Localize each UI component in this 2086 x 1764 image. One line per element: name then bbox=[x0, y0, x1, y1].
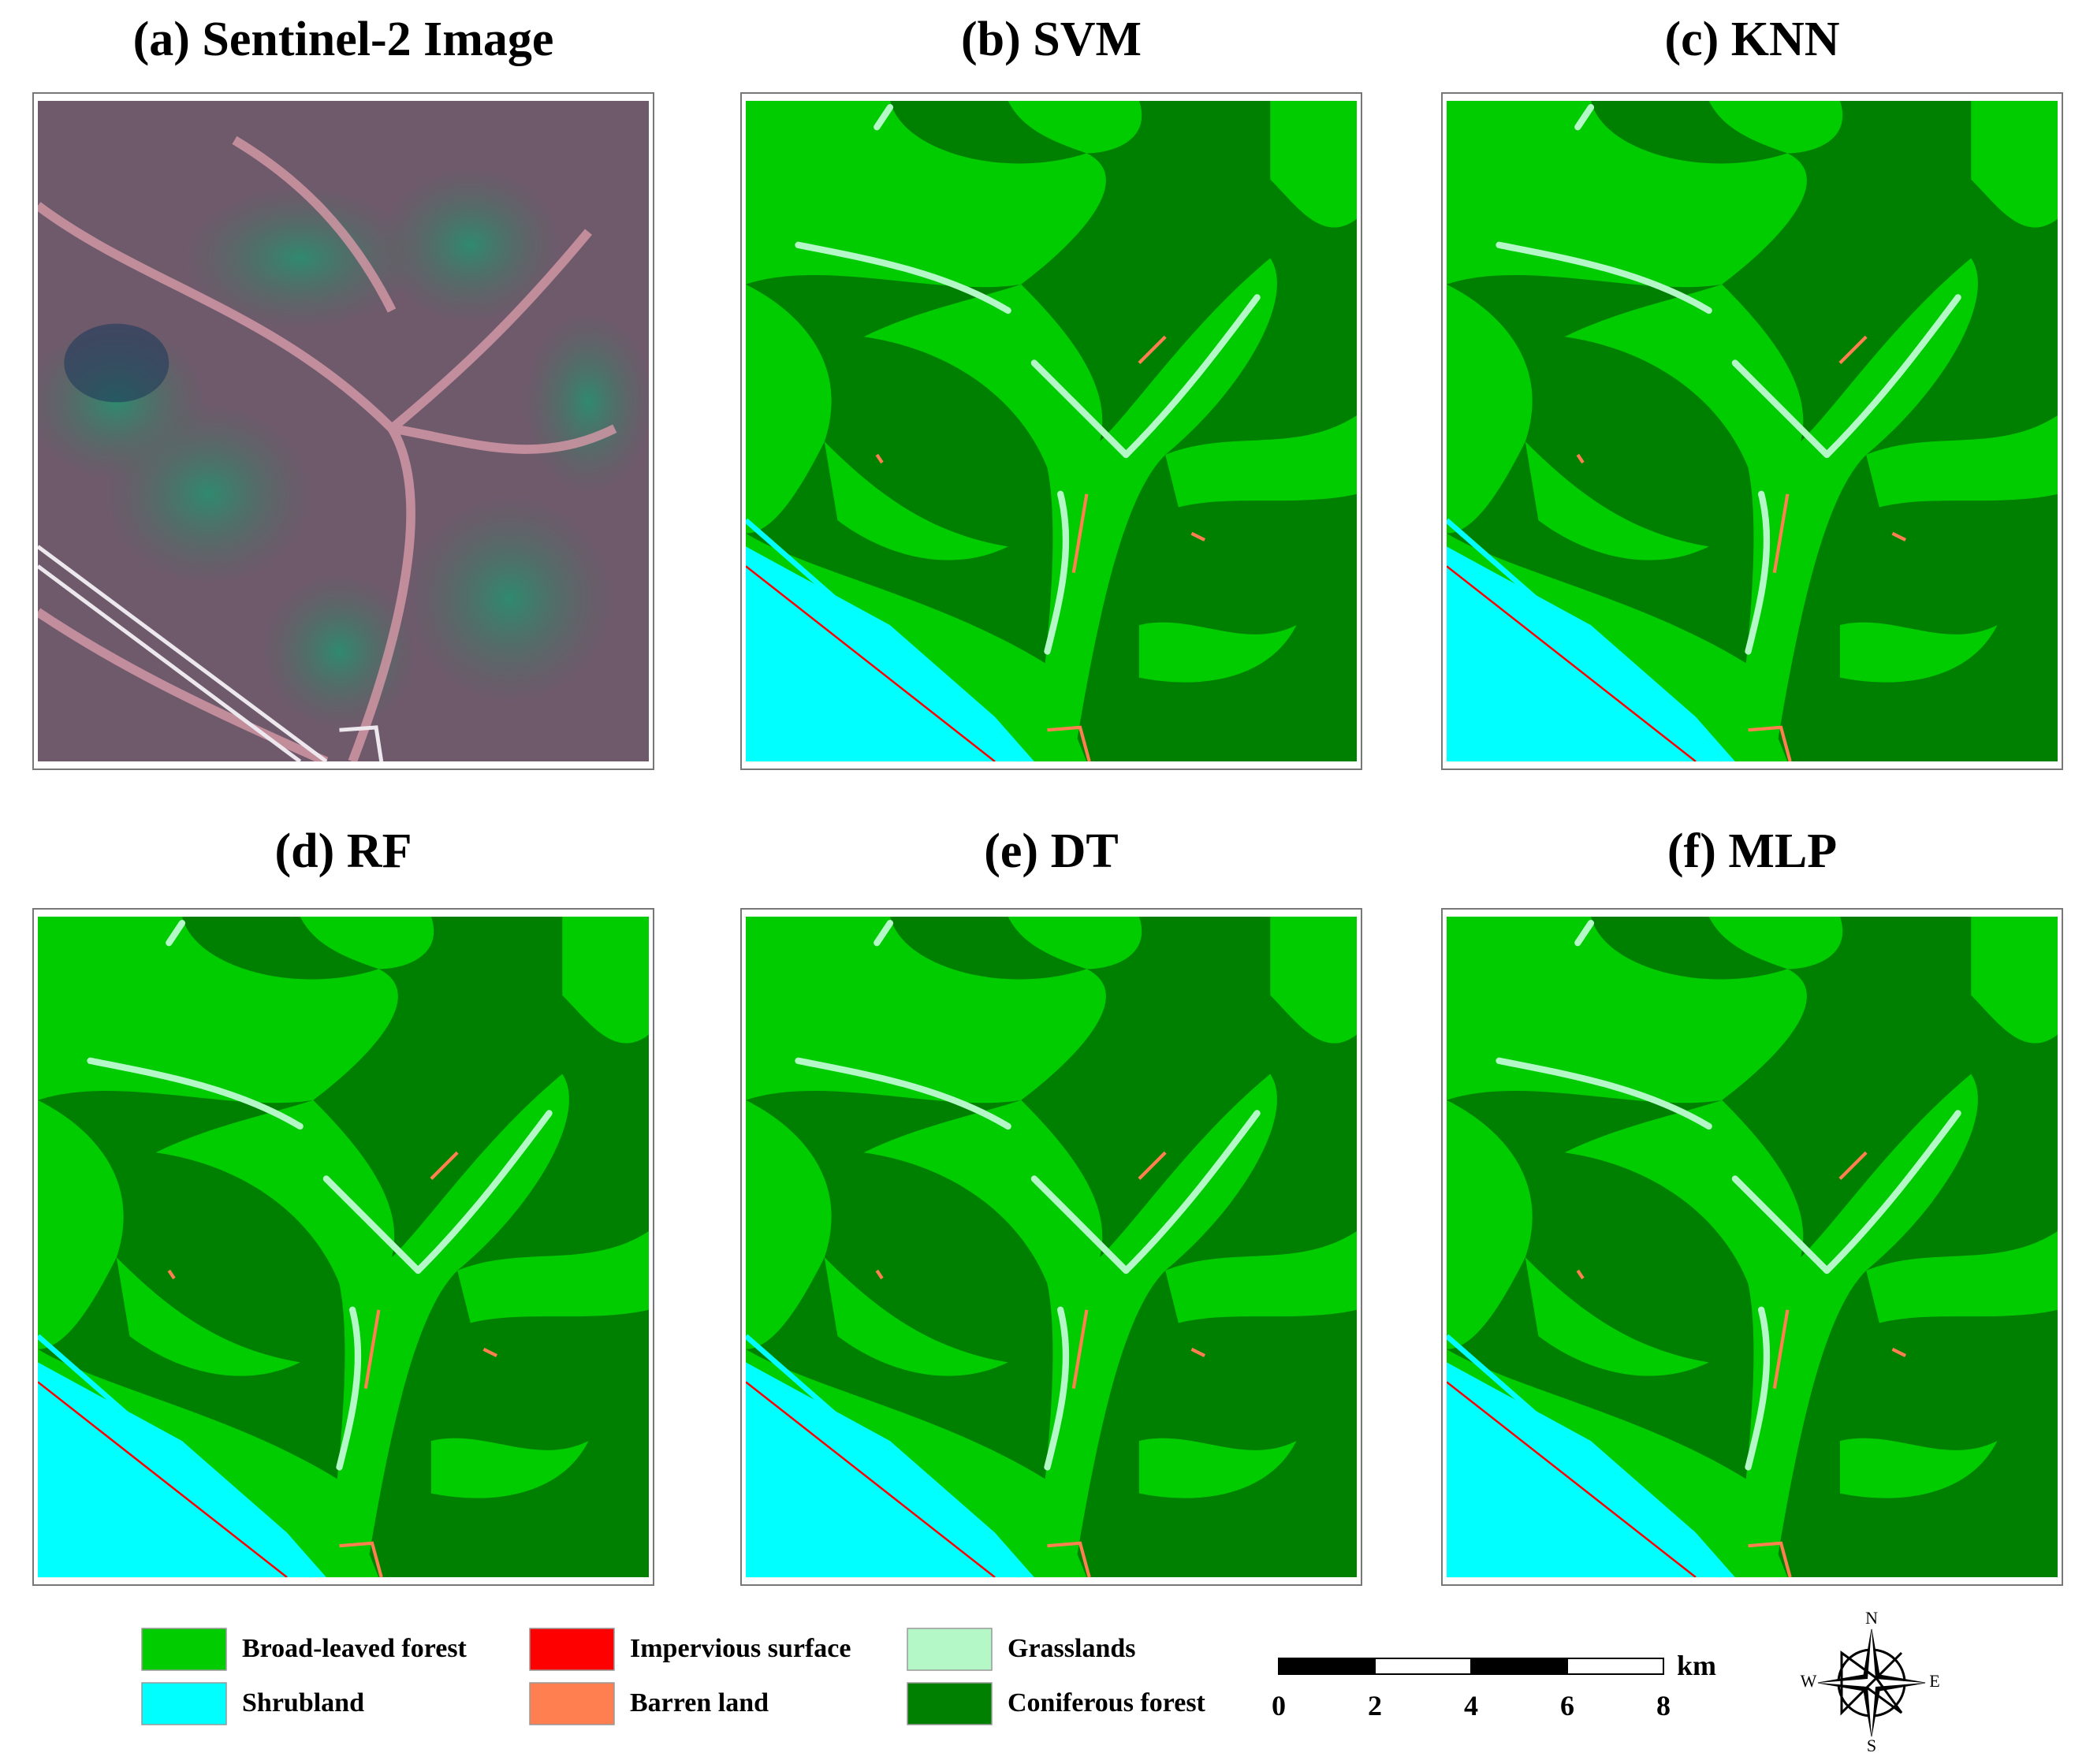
scale-bar: 0 2 4 6 8km bbox=[1272, 1650, 1716, 1721]
scale-segment bbox=[1278, 1658, 1376, 1675]
scale-label: 6 bbox=[1560, 1690, 1574, 1721]
compass-diagonal bbox=[1840, 1650, 1903, 1716]
scale-label: 2 bbox=[1368, 1690, 1382, 1721]
classification-map bbox=[746, 917, 1357, 1577]
panel-title: (e) DT bbox=[984, 824, 1118, 878]
legend-swatch bbox=[141, 1628, 227, 1671]
panel-title: (a) Sentinel-2 Image bbox=[133, 13, 554, 66]
legend-swatch bbox=[529, 1682, 615, 1725]
scale-unit: km bbox=[1677, 1650, 1716, 1681]
compass: N E S W bbox=[1801, 1608, 1940, 1755]
panel-title: (f) MLP bbox=[1667, 824, 1837, 878]
scale-label: 8 bbox=[1656, 1690, 1671, 1721]
legend-swatch bbox=[529, 1628, 615, 1671]
compass-w: W bbox=[1801, 1671, 1817, 1691]
compass-s: S bbox=[1867, 1736, 1876, 1755]
legend-swatch bbox=[907, 1682, 993, 1725]
classification-map bbox=[1447, 917, 2058, 1577]
scale-segment bbox=[1566, 1658, 1664, 1675]
classification-map bbox=[38, 917, 649, 1577]
legend-label: Grasslands bbox=[1008, 1634, 1136, 1663]
legend-label: Barren land bbox=[630, 1688, 769, 1717]
scale-label: 4 bbox=[1464, 1690, 1478, 1721]
compass-n: N bbox=[1865, 1608, 1878, 1628]
panels: (a) Sentinel-2 Image (b) SVM (c) KNN (d) RF… bbox=[24, 13, 2063, 1586]
scale-segment bbox=[1470, 1658, 1568, 1675]
legend-swatch bbox=[907, 1628, 993, 1671]
scale-label: 0 bbox=[1272, 1690, 1286, 1721]
panel-title: (d) RF bbox=[275, 824, 412, 878]
classification-map bbox=[746, 101, 1357, 761]
legend: Broad-leaved forest Shrubland Impervious s… bbox=[141, 1628, 1206, 1725]
scale-segment bbox=[1374, 1658, 1472, 1675]
satellite-image bbox=[24, 101, 654, 761]
legend-label: Impervious surface bbox=[630, 1634, 851, 1663]
compass-e: E bbox=[1929, 1671, 1939, 1691]
legend-swatch bbox=[141, 1682, 227, 1725]
legend-label: Shrubland bbox=[242, 1688, 364, 1717]
panel-title: (b) SVM bbox=[961, 13, 1142, 66]
panel-title: (c) KNN bbox=[1664, 13, 1839, 66]
classification-map bbox=[1447, 101, 2058, 761]
legend-label: Coniferous forest bbox=[1008, 1688, 1206, 1717]
legend-label: Broad-leaved forest bbox=[242, 1634, 467, 1663]
